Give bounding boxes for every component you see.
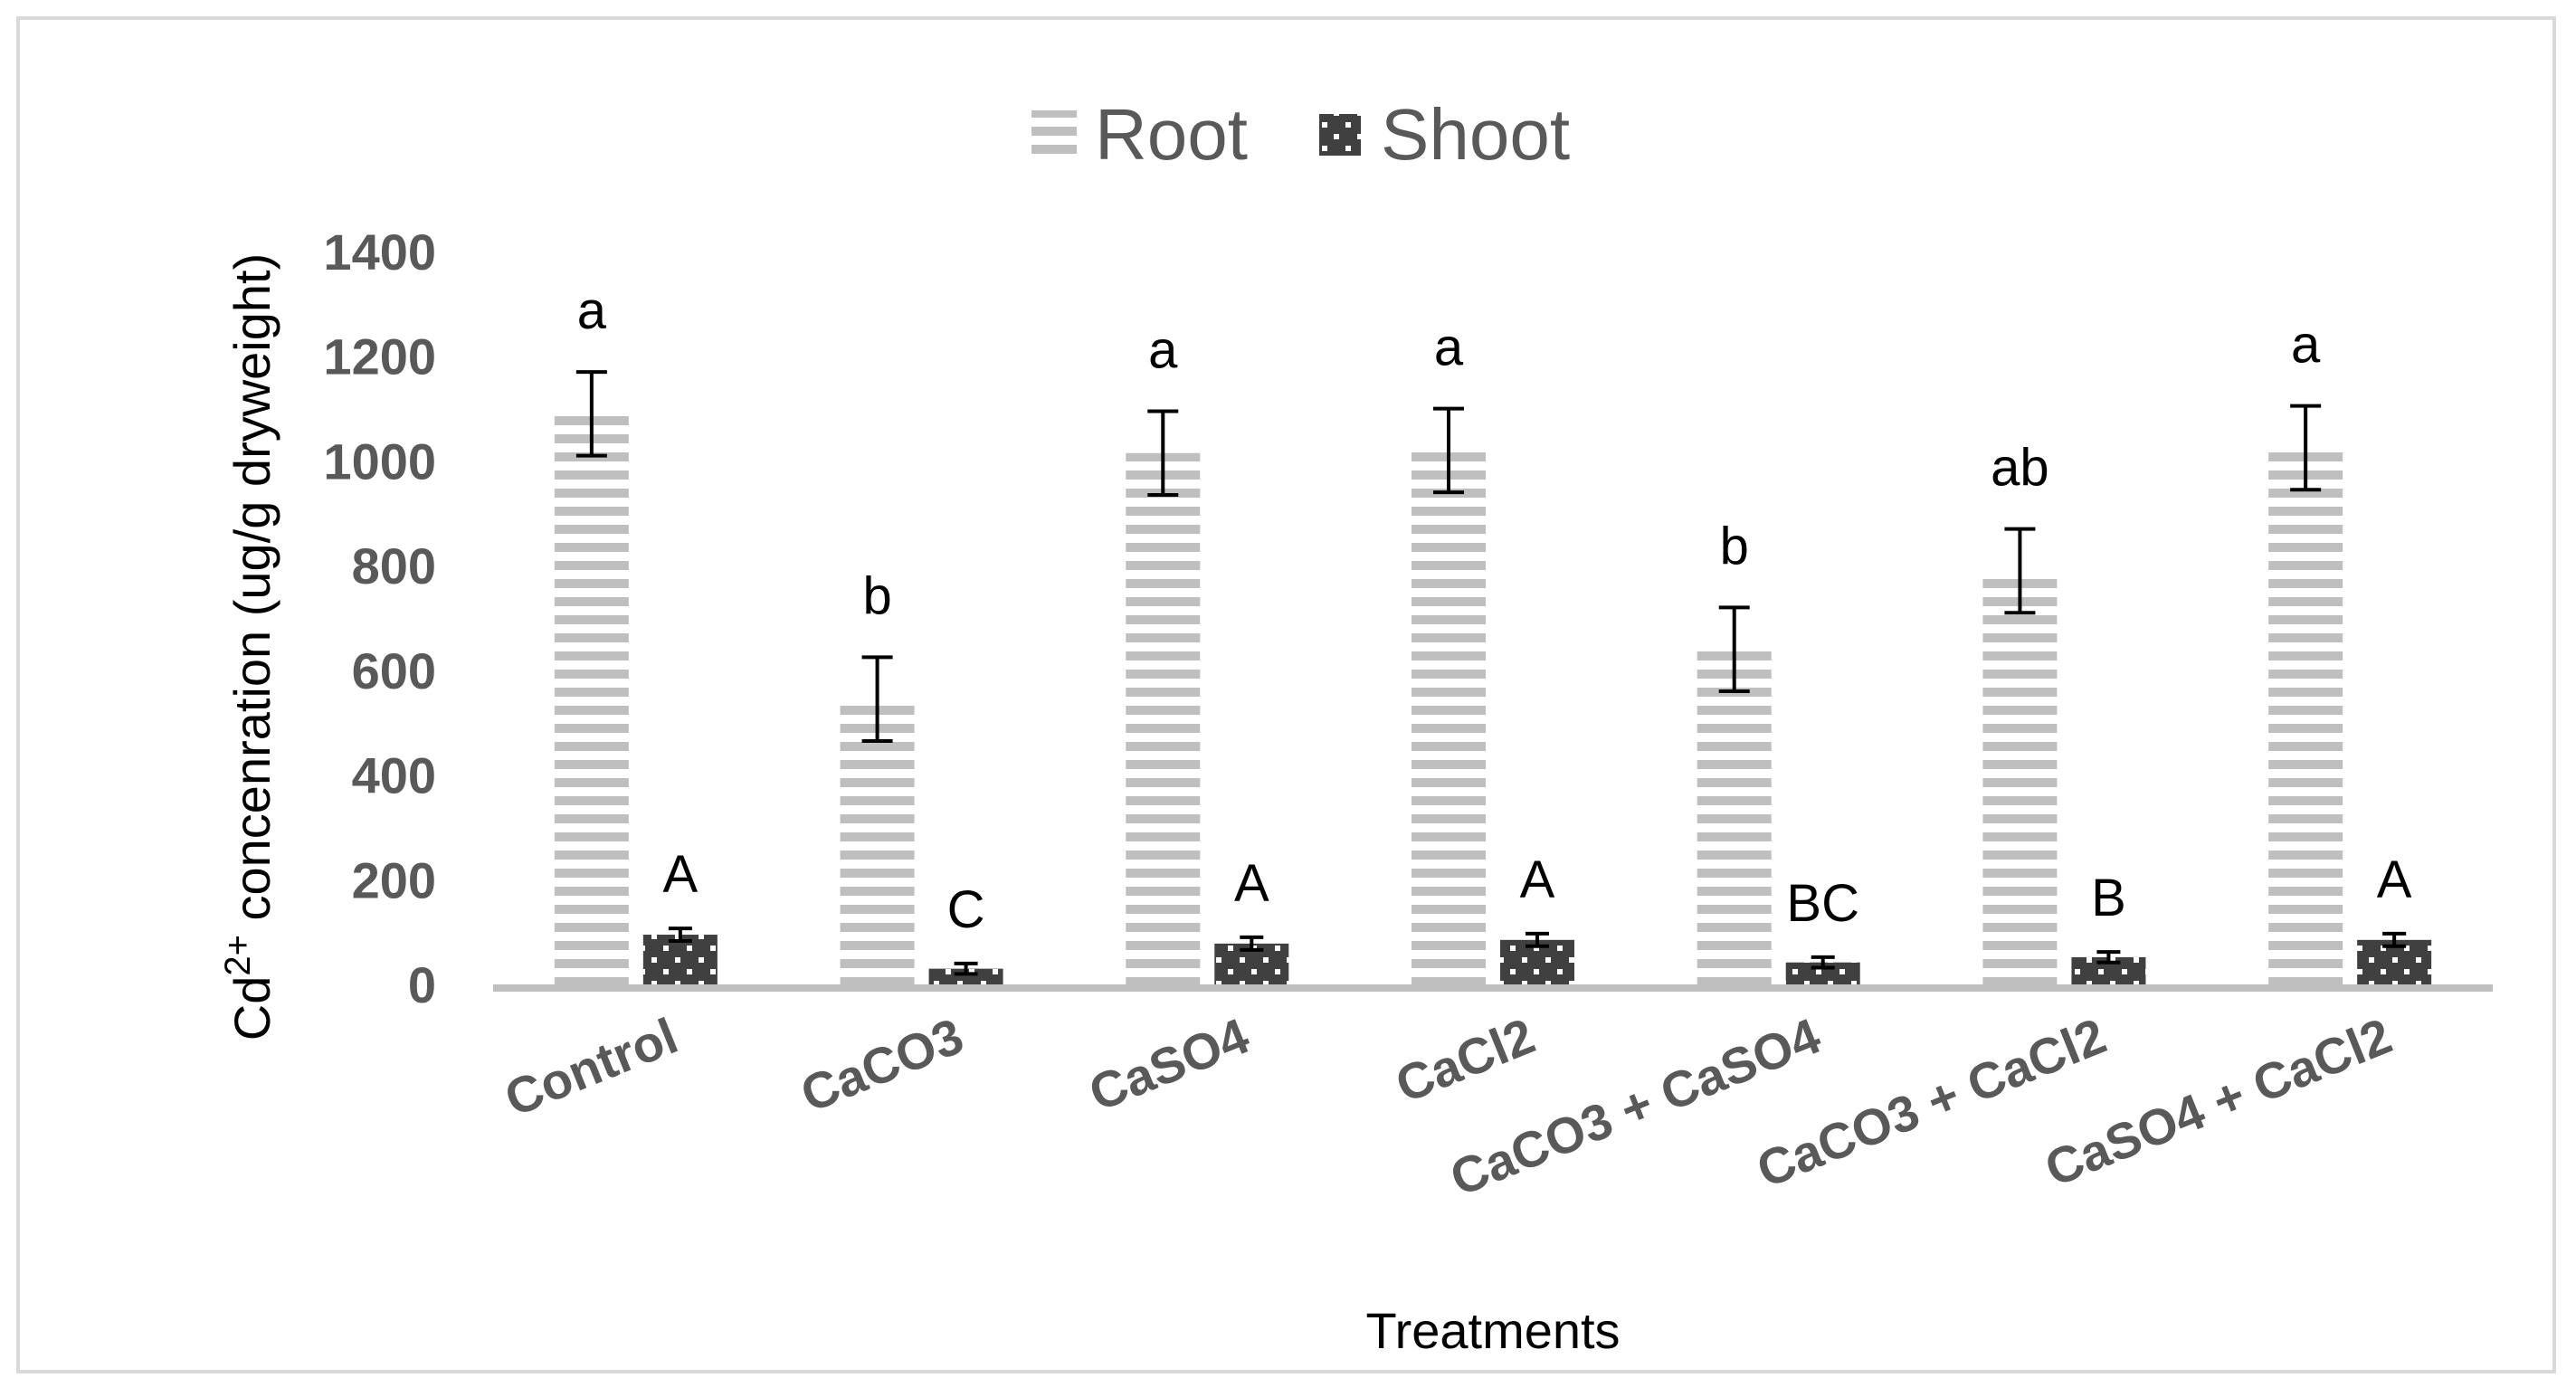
error-bar-shoot-2 (954, 961, 978, 976)
error-bar-shoot-3 (1240, 935, 1264, 952)
bar-root-2 (840, 698, 915, 984)
error-bar-root-1 (575, 370, 607, 458)
y-tick-label: 800 (352, 537, 436, 594)
y-axis-title: Cd2+ concenration (ug/g dryweight) (218, 253, 280, 1041)
y-tick-label: 600 (352, 642, 436, 699)
y-tick-labels: 0 200 400 600 800 1000 1200 1400 (323, 223, 436, 1013)
bar-root-5 (1697, 649, 1772, 984)
y-tick-label: 1000 (323, 432, 436, 489)
sig-label-shoot-1: A (663, 845, 699, 904)
error-bar-shoot-5 (1811, 955, 1835, 970)
legend-swatch-shoot (1319, 114, 1361, 156)
x-tick-label: CaSO4 (1081, 1007, 1257, 1122)
error-bar-shoot-4 (1526, 931, 1549, 948)
x-axis-title: Treatments (1365, 1302, 1620, 1359)
sig-label-shoot-3: A (1234, 854, 1269, 913)
bar-root-3 (1126, 452, 1201, 984)
sig-label-root-5: b (1720, 517, 1749, 575)
x-tick-label: Control (497, 1007, 685, 1127)
y-tick-label: 1400 (323, 223, 436, 280)
y-tick-label: 0 (408, 956, 436, 1013)
bar-shoot-2 (928, 968, 1003, 984)
bar-root-6 (1982, 570, 2058, 984)
y-tick-label: 200 (352, 851, 436, 908)
error-bars (575, 370, 2407, 976)
bar-shoot-1 (642, 935, 718, 984)
error-bar-root-5 (1718, 605, 1750, 693)
legend-swatch-root (1031, 110, 1077, 156)
error-bar-root-7 (2290, 404, 2322, 492)
x-tick-label: CaCO3 (793, 1007, 971, 1123)
bar-root-7 (2268, 447, 2343, 984)
sig-label-shoot-7: A (2377, 851, 2412, 909)
error-bar-shoot-1 (668, 927, 692, 943)
error-bar-shoot-6 (2096, 950, 2121, 965)
sig-label-shoot-2: C (947, 880, 985, 939)
bar-root-4 (1412, 450, 1486, 984)
bars (554, 413, 2432, 984)
sig-label-root-2: b (862, 566, 891, 625)
legend: Root Shoot (1031, 94, 1570, 175)
sig-label-root-1: a (577, 281, 607, 340)
sig-label-shoot-5: BC (1786, 874, 1859, 933)
x-tick-label: CaCl2 (1388, 1007, 1543, 1114)
significance-labels: a Ab Ca Aa Ab BC ab Ba A (577, 281, 2412, 939)
legend-label-shoot: Shoot (1381, 94, 1570, 175)
bar-root-1 (554, 413, 629, 984)
error-bar-root-3 (1147, 409, 1179, 498)
sig-label-root-7: a (2291, 316, 2321, 375)
sig-label-root-3: a (1148, 320, 1178, 379)
sig-label-shoot-4: A (1520, 851, 1555, 909)
y-tick-label: 1200 (323, 328, 436, 385)
legend-label-root: Root (1095, 94, 1248, 175)
chart-frame (16, 16, 2556, 1373)
error-bar-shoot-7 (2382, 931, 2407, 948)
y-tick-label: 400 (352, 747, 436, 804)
error-bar-root-4 (1433, 406, 1464, 495)
error-bar-root-6 (2004, 527, 2036, 615)
sig-label-shoot-6: B (2091, 869, 2126, 927)
sig-label-root-6: ab (1991, 439, 2049, 498)
error-bar-root-2 (861, 655, 893, 743)
sig-label-root-4: a (1434, 318, 1464, 377)
